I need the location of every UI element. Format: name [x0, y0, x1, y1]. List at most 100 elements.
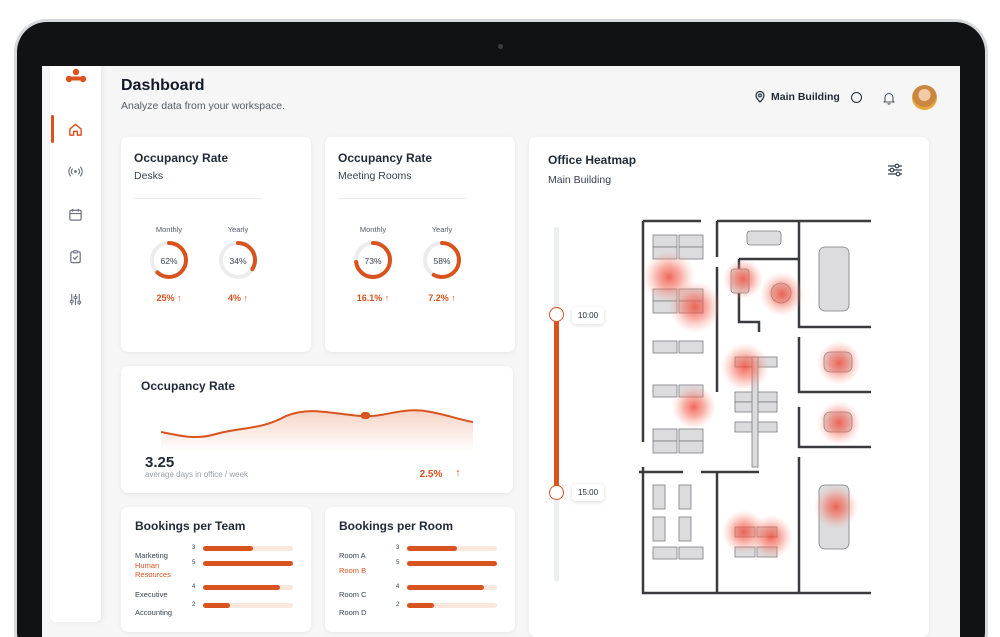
bar-label: Marketing	[135, 550, 168, 560]
card-subtitle: Main Building	[548, 174, 612, 186]
bar-row: Marketing 3	[135, 545, 300, 565]
gauge-fill	[219, 241, 257, 279]
gauge-value: 34%	[229, 256, 247, 266]
bar-track	[407, 603, 497, 608]
gauge-label-yearly: Yearly	[431, 225, 453, 234]
broadcast-icon	[68, 165, 83, 177]
bar-label: Room B	[339, 565, 367, 575]
bar-track	[407, 546, 497, 551]
filter-sliders-icon[interactable]	[887, 162, 903, 178]
bar-row: Human Resources 5	[135, 560, 300, 580]
trend-delta: 2.5%	[419, 469, 443, 480]
delta-value: 25%	[156, 293, 175, 303]
card-title: Occupancy Rate	[141, 379, 236, 393]
bar-count: 3	[192, 545, 196, 551]
divider	[338, 198, 466, 199]
card-subtitle: Desks	[134, 170, 164, 182]
gauge-fill	[423, 241, 461, 279]
building-selector[interactable]: Main Building	[754, 91, 862, 103]
sidebar-item-home[interactable]	[50, 115, 101, 143]
bar-row: Executive 4	[135, 584, 300, 604]
time-slider-handle-start[interactable]	[549, 307, 564, 322]
arrow-up-icon: ↑	[451, 293, 456, 303]
bar-row: Room C 4	[339, 584, 504, 604]
bar-label: Accounting	[135, 607, 173, 617]
occupancy-rooms-card: Occupancy Rate Meeting Rooms Monthly 73%…	[325, 137, 515, 352]
bar-label: Executive	[135, 589, 168, 599]
card-title: Occupancy Rate	[134, 151, 229, 165]
gauge-rooms-monthly	[354, 241, 392, 279]
delta-yearly: 7.2% ↑	[414, 293, 470, 303]
bar-label: Room C	[339, 589, 367, 599]
trend-value: 3.25	[145, 454, 175, 471]
bar-track	[203, 585, 293, 590]
delta-monthly: 25% ↑	[141, 293, 197, 303]
bar-track	[203, 561, 293, 566]
page-title: Dashboard	[121, 77, 205, 94]
arrow-up-icon: ↑	[177, 293, 182, 303]
arrow-up-icon: ↑	[455, 467, 461, 479]
bar-label: Room D	[339, 607, 367, 617]
bar-track	[407, 561, 497, 566]
building-radio[interactable]	[850, 91, 862, 103]
gauge-label-monthly: Monthly	[359, 225, 387, 234]
bar-fill	[203, 546, 253, 551]
bar-fill	[407, 603, 434, 608]
bar-track	[203, 546, 293, 551]
bar-fill	[203, 585, 280, 590]
bar-fill	[407, 585, 484, 590]
bar-count: 3	[396, 545, 400, 551]
bell-icon[interactable]	[882, 91, 896, 105]
sidebar-item-tasks[interactable]	[50, 242, 101, 270]
gauge-rooms-yearly	[423, 241, 461, 279]
arrow-up-icon: ↑	[243, 293, 249, 303]
card-title: Bookings per Room	[339, 519, 454, 533]
time-start-label: 10:00	[572, 307, 605, 324]
app-screen: Dashboard Analyze data from your workspa…	[42, 66, 960, 637]
home-icon	[69, 123, 82, 136]
bar-row: Room A 3	[339, 545, 504, 565]
clipboard-check-icon	[70, 249, 81, 263]
delta-yearly: 4% ↑	[210, 293, 266, 303]
gauge-value: 58%	[433, 256, 451, 266]
gauge-label-yearly: Yearly	[227, 225, 249, 234]
camera	[498, 44, 503, 49]
location-pin-icon	[755, 91, 765, 103]
card-subtitle: Meeting Rooms	[338, 170, 412, 182]
bar-count: 4	[192, 584, 196, 590]
card-title: Occupancy Rate	[338, 151, 433, 165]
heatmap-card: Office Heatmap Main Building 10:00 15:00	[529, 137, 929, 637]
bookings-team-card: Bookings per Team Marketing 3 Human Resour…	[121, 507, 311, 632]
bar-row: Room D 2	[339, 602, 504, 622]
sidebar-item-settings[interactable]	[50, 285, 101, 313]
delta-value: 4%	[227, 293, 241, 303]
trend-caption: average days in office / week	[145, 470, 249, 479]
delta-value: 7.2%	[428, 293, 449, 303]
occupancy-desks-card: Occupancy Rate Desks Monthly 62% 25% ↑ Y…	[121, 137, 311, 352]
divider	[134, 198, 262, 199]
bar-count: 2	[192, 602, 196, 608]
page-subtitle: Analyze data from your workspace.	[121, 100, 285, 112]
bar-fill	[407, 561, 497, 566]
floor-plan	[639, 219, 871, 595]
bar-fill	[407, 546, 457, 551]
time-slider-handle-end[interactable]	[549, 485, 564, 500]
trend-marker	[361, 412, 370, 419]
sidebar	[50, 66, 101, 622]
gauge-fill	[150, 241, 188, 279]
bar-row: Accounting 2	[135, 602, 300, 622]
time-end-label: 15:00	[572, 484, 605, 501]
gauge-desks-yearly	[219, 241, 257, 279]
sidebar-item-sensors[interactable]	[50, 157, 101, 185]
bar-track	[407, 585, 497, 590]
sidebar-item-calendar[interactable]	[50, 200, 101, 228]
gauge-value: 73%	[364, 256, 382, 266]
gauge-fill	[354, 241, 392, 279]
avatar[interactable]	[912, 85, 937, 110]
arrow-up-icon: ↑	[384, 293, 390, 303]
bar-track	[203, 603, 293, 608]
sliders-icon	[69, 293, 82, 305]
occupancy-trend-card: Occupancy Rate 3.25 average days in offi…	[121, 366, 513, 493]
bar-count: 5	[192, 560, 196, 566]
card-title: Office Heatmap	[548, 153, 637, 167]
